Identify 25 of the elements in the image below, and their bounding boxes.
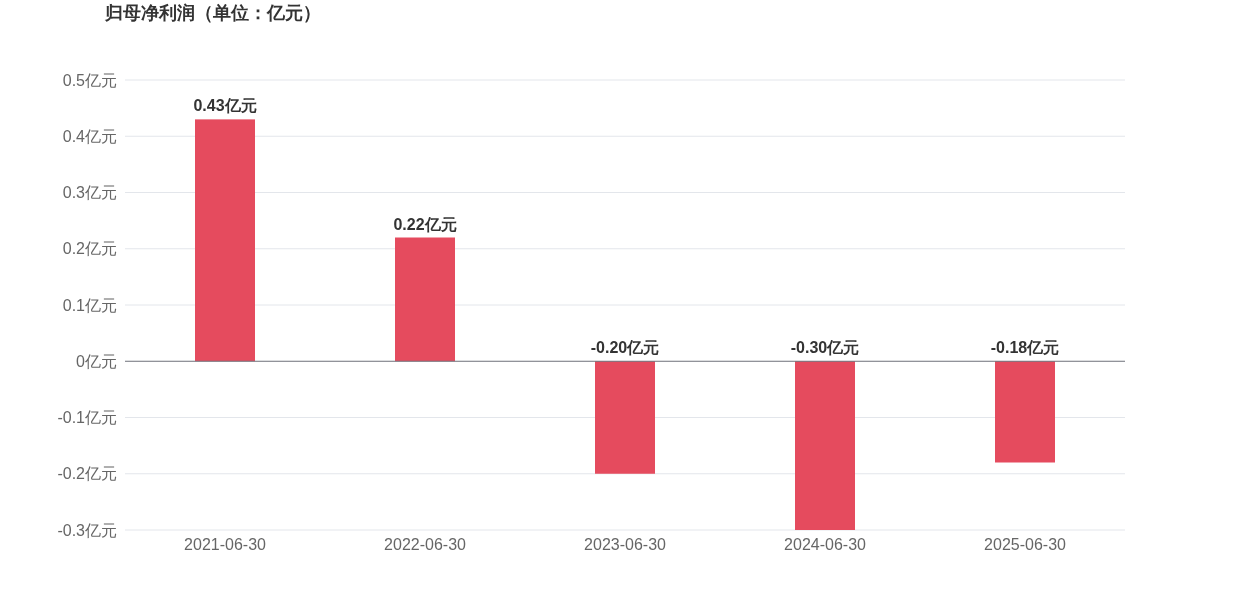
y-tick-label: -0.2亿元 — [57, 465, 117, 483]
data-label: -0.18亿元 — [990, 339, 1060, 357]
y-tick-label: 0.5亿元 — [62, 71, 117, 89]
bar — [595, 361, 655, 474]
y-tick-label: -0.1亿元 — [57, 409, 117, 426]
data-label: 0.43亿元 — [193, 97, 257, 115]
y-tick-label: 0.2亿元 — [62, 240, 117, 258]
y-tick-label: 0.4亿元 — [62, 127, 117, 145]
x-tick-label: 2022-06-30 — [384, 536, 467, 553]
x-tick-label: 2023-06-30 — [584, 536, 667, 553]
x-tick-label: 2025-06-30 — [984, 536, 1067, 553]
bar — [995, 361, 1055, 463]
y-tick-label: 0.1亿元 — [62, 296, 117, 314]
bar — [395, 237, 455, 362]
x-tick-label: 2021-06-30 — [184, 536, 267, 553]
x-tick-label: 2024-06-30 — [784, 536, 867, 553]
chart-title: 归母净利润（单位：亿元） — [104, 3, 321, 23]
data-label: -0.20亿元 — [590, 339, 660, 357]
y-tick-label: -0.3亿元 — [57, 521, 117, 539]
bar — [795, 361, 855, 530]
y-tick-label: 0.3亿元 — [62, 184, 117, 201]
y-tick-label: 0亿元 — [76, 352, 117, 370]
bar — [195, 119, 255, 362]
data-label: 0.22亿元 — [393, 215, 457, 233]
data-label: -0.30亿元 — [790, 339, 860, 357]
